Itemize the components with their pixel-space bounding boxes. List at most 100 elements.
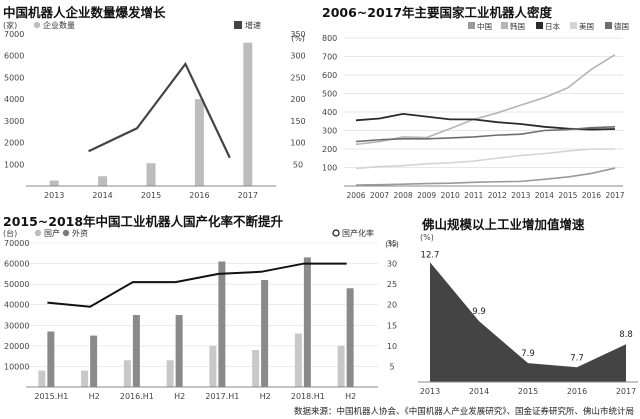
p3-legend-swatch-rate: [332, 229, 340, 237]
p3-legend-label-rate: 国产化率: [342, 228, 374, 238]
p1-ytick-5: 6000: [4, 52, 24, 61]
p4-data-label-2015: 7.9: [521, 349, 535, 359]
p2-xtick-2014: 2014: [535, 191, 554, 200]
p2-xtick-2006: 2006: [346, 191, 365, 200]
p2-legend-label-4: 德国: [614, 21, 629, 31]
p3-bar-foreign-1: [90, 335, 98, 387]
p3-xtick-3: H2: [174, 392, 185, 401]
p2-legend-swatch-1: [501, 22, 508, 29]
p3-bar-domestic-1: [81, 370, 89, 387]
p2-legend-label-0: 中国: [477, 21, 492, 31]
p3-bar-foreign-4: [218, 261, 226, 387]
p2-legend-swatch-3: [570, 22, 577, 29]
p3-left-unit: (台): [3, 228, 17, 238]
p4-xtick-2015: 2015: [518, 387, 538, 396]
p2-legend-label-2: 日本: [545, 21, 560, 31]
panel3-title: 2015~2018年中国工业机器人国产化率不断提升: [3, 214, 284, 229]
p1-xtick-2017: 2017: [238, 191, 258, 200]
p2-line-0: [355, 167, 616, 186]
p2-legend-swatch-4: [605, 22, 612, 29]
p2-line-4: [355, 126, 616, 143]
p1-bar-2015: [146, 163, 156, 186]
p1-y2tick-1: 100: [290, 139, 305, 148]
p4-data-label-2013: 12.7: [421, 250, 440, 260]
p3-ytick-2: 30000: [4, 321, 29, 330]
p2-ytick-1: 200: [322, 145, 337, 154]
panel4-title: 佛山规模以上工业增加值增速: [422, 217, 585, 232]
chart-foshan-growth: (%) 12.7 9.9 7.9 7.7 8.8 2013 2014 2015 2016 2017: [418, 233, 638, 396]
p3-y2tick-4: 25: [387, 280, 397, 289]
p1-y2tick-6: 350: [290, 30, 305, 39]
p1-legend-swatch-count: [33, 21, 41, 29]
p1-y2tick-3: 200: [290, 95, 305, 104]
p1-bar-2014: [98, 176, 108, 186]
p2-xtick-2015: 2015: [558, 191, 577, 200]
p3-y2tick-1: 10: [387, 342, 397, 351]
p2-legend-swatch-0: [468, 22, 475, 29]
p1-bar-2017: [243, 42, 253, 186]
p2-legend-label-3: 美国: [579, 21, 594, 31]
p2-ytick-5: 600: [322, 71, 337, 80]
p1-y2tick-2: 150: [290, 117, 305, 126]
p3-y2tick-6: 35: [387, 239, 397, 248]
p1-xtick-2014: 2014: [92, 191, 112, 200]
p3-xtick-0: 2015.H1: [34, 392, 68, 401]
p3-bar-domestic-7: [337, 345, 345, 387]
p2-xtick-2016: 2016: [582, 191, 601, 200]
p2-ytick-2: 300: [322, 127, 337, 136]
p1-xtick-2016: 2016: [189, 191, 209, 200]
p1-ytick-6: 7000: [4, 30, 24, 39]
p4-data-label-2014: 9.9: [472, 307, 486, 317]
p3-xtick-4: 2017.H1: [205, 392, 239, 401]
p2-ytick-0: 100: [322, 164, 337, 173]
chart-robot-density: 中国 韩国 日本 美国 德国 100 200 300 400 500 600 700 800 2006 20…: [322, 21, 629, 200]
p3-bar-domestic-2: [123, 360, 131, 387]
p1-ytick-2: 3000: [4, 117, 24, 126]
p1-xtick-2013: 2013: [44, 191, 64, 200]
p3-bar-domestic-0: [38, 370, 46, 387]
p2-xtick-2013: 2013: [511, 191, 530, 200]
p3-bar-foreign-6: [303, 257, 311, 387]
p3-xtick-2: 2016.H1: [120, 392, 154, 401]
p1-ytick-3: 4000: [4, 95, 24, 104]
p2-ytick-7: 800: [322, 34, 337, 43]
p1-ytick-0: 1000: [4, 160, 24, 169]
p4-xtick-2013: 2013: [420, 387, 440, 396]
p3-ytick-4: 50000: [4, 280, 29, 289]
p2-xtick-2008: 2008: [394, 191, 413, 200]
p1-bar-2016: [194, 99, 204, 186]
source-note: 数据来源：中国机器人协会、《中国机器人产业发展研究》、国金证券研究所、佛山市统计…: [293, 407, 634, 417]
p3-bar-foreign-2: [132, 315, 140, 387]
p3-bar-domestic-3: [166, 360, 174, 387]
p3-y2tick-5: 30: [387, 260, 397, 269]
p1-ytick-4: 5000: [4, 73, 24, 82]
p1-y2tick-4: 250: [290, 73, 305, 82]
p3-legend-swatch-domestic: [34, 229, 42, 237]
p4-unit: (%): [420, 233, 434, 242]
p3-xtick-6: 2018.H1: [291, 392, 325, 401]
p3-legend-label-foreign: 外资: [72, 228, 88, 238]
p1-growth-line: [88, 61, 231, 159]
p4-xtick-2014: 2014: [469, 387, 489, 396]
p1-right-unit: (%): [291, 34, 305, 43]
chart-localization-rate: (台) (%) 国产 外资 国产化率 10000 20000 30000 40000 50000 6…: [3, 228, 399, 401]
p3-bar-foreign-5: [261, 280, 269, 387]
p3-ytick-5: 60000: [4, 260, 29, 269]
p2-xtick-2010: 2010: [441, 191, 460, 200]
p2-xtick-2012: 2012: [488, 191, 507, 200]
p3-y2tick-3: 20: [387, 301, 397, 310]
p3-bar-foreign-3: [175, 315, 183, 387]
p1-xtick-2015: 2015: [141, 191, 161, 200]
p1-legend-label-count: 企业数量: [43, 20, 75, 30]
p2-xtick-2017: 2017: [605, 191, 624, 200]
p2-xtick-2011: 2011: [464, 191, 483, 200]
p4-xtick-2016: 2016: [567, 387, 587, 396]
panel1-title: 中国机器人企业数量爆发增长: [3, 5, 166, 20]
p3-bar-domestic-4: [209, 345, 217, 387]
p1-bar-2013: [49, 180, 59, 186]
p3-y2tick-2: 15: [387, 321, 397, 330]
p3-bar-domestic-6: [294, 333, 302, 387]
p3-xtick-1: H2: [89, 392, 100, 401]
p1-legend-label-growth: 增速: [245, 20, 261, 30]
p1-ytick-1: 2000: [4, 139, 24, 148]
